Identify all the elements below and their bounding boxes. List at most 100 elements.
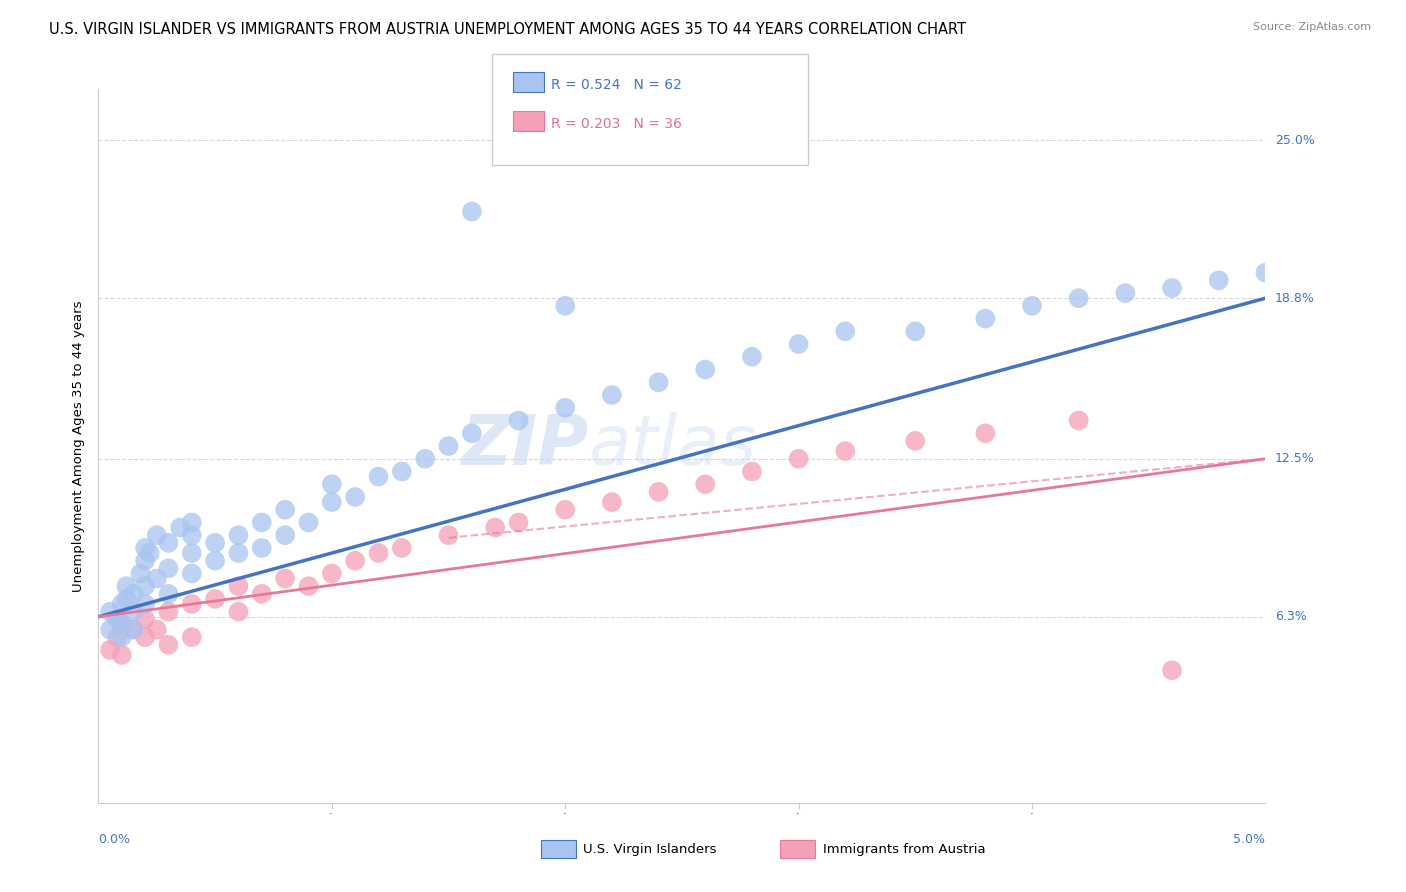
Point [974,311,997,326]
Point [157,561,180,575]
Point [741,350,763,364]
Point [129,566,152,581]
Point [554,401,576,415]
Point [180,546,202,560]
Point [157,605,180,619]
Point [695,362,717,376]
Point [204,536,226,550]
Point [904,434,927,448]
Text: R = 0.203   N = 36: R = 0.203 N = 36 [551,117,682,131]
Point [508,413,530,427]
Point [180,597,202,611]
Point [297,579,319,593]
Point [1161,281,1184,295]
Point [180,630,202,644]
Point [391,465,413,479]
Point [105,630,128,644]
Point [111,617,134,632]
Point [157,536,180,550]
Point [1021,299,1043,313]
Point [122,623,145,637]
Point [105,612,128,626]
Point [146,572,169,586]
Text: R = 0.524   N = 62: R = 0.524 N = 62 [551,78,682,92]
Point [228,546,250,560]
Point [413,451,436,466]
Point [367,469,389,483]
Point [134,554,156,568]
Point [1161,663,1184,677]
Point [169,520,191,534]
Point [146,623,169,637]
Point [741,465,763,479]
Point [297,516,319,530]
Text: U.S. VIRGIN ISLANDER VS IMMIGRANTS FROM AUSTRIA UNEMPLOYMENT AMONG AGES 35 TO 44: U.S. VIRGIN ISLANDER VS IMMIGRANTS FROM … [49,22,966,37]
Point [98,643,121,657]
Point [204,591,226,606]
Point [157,587,180,601]
Point [250,516,273,530]
Point [115,591,138,606]
Point [250,587,273,601]
Point [834,324,856,338]
Point [508,516,530,530]
Point [787,337,810,351]
Point [146,528,169,542]
Point [1254,266,1277,280]
Point [600,495,623,509]
Text: Source: ZipAtlas.com: Source: ZipAtlas.com [1253,22,1371,32]
Text: 0.0%: 0.0% [98,833,131,847]
Text: U.S. Virgin Islanders: U.S. Virgin Islanders [583,843,717,855]
Point [484,520,506,534]
Point [111,617,134,632]
Point [554,502,576,516]
Point [98,623,121,637]
Text: 5.0%: 5.0% [1233,833,1265,847]
Point [1208,273,1230,287]
Point [647,376,669,390]
Point [787,451,810,466]
Point [344,554,367,568]
Point [122,605,145,619]
Point [115,579,138,593]
Point [437,528,460,542]
Text: Immigrants from Austria: Immigrants from Austria [823,843,986,855]
Point [461,426,484,441]
Point [134,630,156,644]
Point [695,477,717,491]
Point [111,648,134,662]
Point [904,324,927,338]
Point [111,597,134,611]
Point [98,605,121,619]
Point [180,566,202,581]
Text: 6.3%: 6.3% [1275,610,1306,624]
Y-axis label: Unemployment Among Ages 35 to 44 years: Unemployment Among Ages 35 to 44 years [72,301,84,591]
Point [139,546,162,560]
Point [204,554,226,568]
Point [974,426,997,441]
Point [180,516,202,530]
Point [228,579,250,593]
Point [437,439,460,453]
Point [1067,291,1090,305]
Point [134,597,156,611]
Text: 12.5%: 12.5% [1275,452,1315,466]
Point [321,495,343,509]
Point [122,587,145,601]
Point [122,623,145,637]
Point [274,572,297,586]
Point [1067,413,1090,427]
Point [647,484,669,499]
Point [461,204,484,219]
Point [600,388,623,402]
Point [321,477,343,491]
Point [367,546,389,560]
Point [834,444,856,458]
Point [554,299,576,313]
Point [274,502,297,516]
Point [274,528,297,542]
Point [228,605,250,619]
Point [344,490,367,504]
Text: atlas: atlas [589,412,756,480]
Point [228,528,250,542]
